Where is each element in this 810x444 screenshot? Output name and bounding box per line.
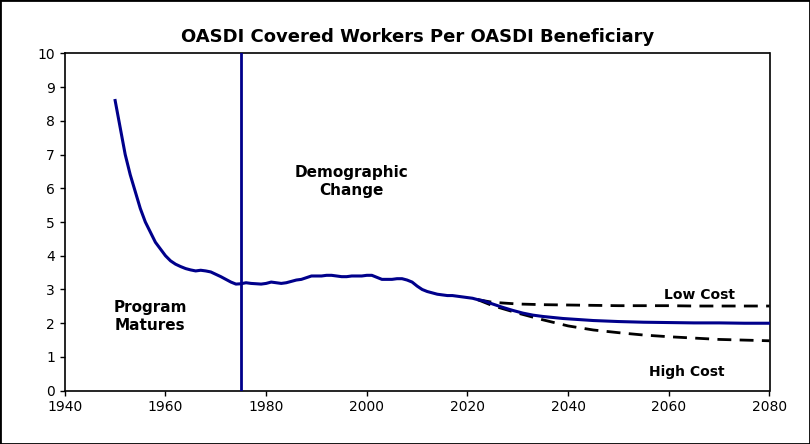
- Text: High Cost: High Cost: [649, 365, 724, 379]
- Title: OASDI Covered Workers Per OASDI Beneficiary: OASDI Covered Workers Per OASDI Benefici…: [181, 28, 654, 46]
- Text: Low Cost: Low Cost: [663, 288, 735, 301]
- Text: Demographic
Change: Demographic Change: [295, 165, 408, 198]
- Text: Program
Matures: Program Matures: [113, 300, 187, 333]
